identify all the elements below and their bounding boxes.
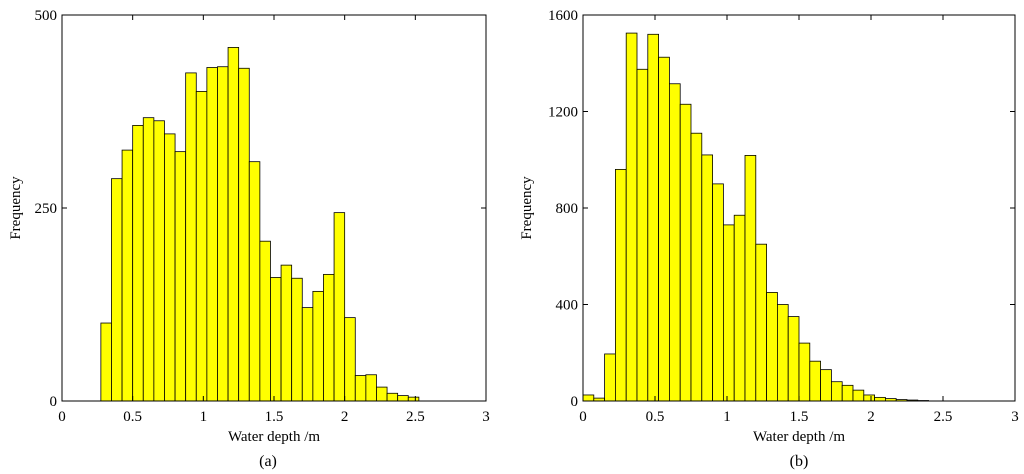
histogram-bar bbox=[142, 117, 155, 402]
x-tick-label: 2 bbox=[341, 409, 349, 425]
histogram-bar bbox=[658, 56, 670, 402]
histogram-bar bbox=[217, 66, 229, 402]
x-ticks-b: 0 0.5 1 1.5 2 2.5 3 bbox=[579, 15, 1019, 425]
histogram-bar bbox=[100, 322, 112, 402]
histogram-bar bbox=[787, 316, 800, 402]
histogram-bar bbox=[863, 394, 875, 402]
x-tick-label: 3 bbox=[1011, 409, 1019, 425]
x-tick-label: 2.5 bbox=[934, 409, 953, 425]
y-tick-label: 0 bbox=[50, 394, 58, 410]
x-tick-label: 1.5 bbox=[265, 409, 284, 425]
histogram-bar bbox=[407, 396, 420, 402]
histogram-bar bbox=[238, 67, 250, 402]
histogram-bar bbox=[831, 381, 843, 402]
histogram-bar bbox=[744, 155, 757, 402]
histogram-bar bbox=[132, 125, 144, 402]
histogram-bar bbox=[312, 290, 324, 402]
histogram-bar bbox=[852, 389, 865, 402]
x-tick-label: 1.5 bbox=[790, 409, 809, 425]
histogram-bar bbox=[280, 264, 293, 402]
histogram-bar bbox=[679, 103, 692, 402]
x-tick-label: 0 bbox=[58, 409, 66, 425]
y-tick-label: 1200 bbox=[548, 105, 578, 121]
histogram-bar bbox=[301, 307, 314, 402]
y-tick-label: 800 bbox=[556, 201, 579, 217]
histogram-bar bbox=[755, 243, 767, 402]
y-axis-label-b: Frequency bbox=[519, 176, 535, 240]
x-tick-label: 1 bbox=[200, 409, 208, 425]
histogram-bar bbox=[798, 342, 811, 402]
histogram-bar bbox=[874, 396, 886, 402]
histogram-bar bbox=[397, 395, 409, 402]
histogram-bar bbox=[820, 369, 832, 402]
histogram-bar bbox=[809, 360, 821, 402]
histogram-bar bbox=[615, 168, 627, 402]
x-tick-label: 2.5 bbox=[406, 409, 425, 425]
y-ticks-a: 0 250 500 bbox=[35, 8, 486, 410]
histogram-panel-b: 0 0.5 1 1.5 2 2.5 3 0 400 800 1200 1600 Water dept… bbox=[519, 8, 1019, 470]
histogram-bar bbox=[270, 277, 282, 402]
y-axis-label-a: Frequency bbox=[8, 176, 24, 240]
histogram-bar bbox=[206, 67, 218, 402]
histogram-bar bbox=[174, 151, 187, 402]
histogram-bar bbox=[690, 132, 703, 402]
histogram-bar bbox=[333, 212, 346, 402]
y-tick-label: 250 bbox=[35, 201, 58, 217]
histogram-bar bbox=[248, 161, 261, 402]
histogram-bar bbox=[153, 120, 165, 402]
histogram-bar bbox=[386, 392, 399, 402]
histogram-bar bbox=[582, 394, 595, 402]
histogram-bar bbox=[841, 384, 854, 402]
histogram-panel-a: 0 0.5 1 1.5 2 2.5 3 0 250 500 Water depth /m Fre… bbox=[8, 8, 490, 470]
histogram-bar bbox=[259, 240, 271, 402]
histogram-bar bbox=[733, 214, 746, 402]
histogram-bar bbox=[227, 47, 240, 402]
x-ticks-a: 0 0.5 1 1.5 2 2.5 3 bbox=[58, 15, 490, 425]
histogram-bar bbox=[777, 304, 789, 402]
histogram-bar bbox=[344, 317, 356, 402]
y-tick-label: 400 bbox=[556, 298, 579, 314]
histogram-bar bbox=[323, 273, 335, 402]
histogram-bar bbox=[195, 91, 208, 402]
histogram-bar bbox=[636, 68, 649, 402]
y-tick-label: 1600 bbox=[548, 8, 578, 24]
histogram-bar bbox=[354, 375, 367, 402]
histogram-bar bbox=[111, 178, 123, 402]
x-axis-label-b: Water depth /m bbox=[753, 429, 845, 445]
histogram-bar bbox=[185, 72, 197, 402]
x-tick-label: 3 bbox=[482, 409, 490, 425]
histogram-bar bbox=[121, 149, 134, 402]
x-tick-label: 0 bbox=[579, 409, 587, 425]
histogram-bar bbox=[164, 133, 176, 402]
histogram-bar bbox=[291, 277, 303, 402]
histogram-bar bbox=[365, 374, 377, 402]
x-axis-label-a: Water depth /m bbox=[228, 429, 320, 445]
x-tick-label: 2 bbox=[867, 409, 875, 425]
histogram-bar bbox=[723, 224, 735, 402]
panel-label-b: (b) bbox=[790, 453, 809, 470]
y-tick-label: 0 bbox=[571, 394, 579, 410]
histogram-bar bbox=[669, 83, 681, 402]
x-tick-label: 1 bbox=[723, 409, 731, 425]
panel-label-a: (a) bbox=[259, 453, 277, 470]
x-tick-label: 0.5 bbox=[123, 409, 142, 425]
histogram-bar bbox=[647, 33, 659, 402]
x-tick-label: 0.5 bbox=[646, 409, 665, 425]
histogram-bar bbox=[625, 32, 638, 402]
y-ticks-b: 0 400 800 1200 1600 bbox=[548, 8, 1015, 410]
y-tick-label: 500 bbox=[35, 8, 58, 24]
histogram-bar bbox=[712, 183, 724, 402]
histogram-bar bbox=[604, 353, 616, 402]
histogram-bar bbox=[766, 292, 778, 402]
histogram-bar bbox=[701, 154, 713, 402]
histogram-bar bbox=[376, 386, 388, 402]
